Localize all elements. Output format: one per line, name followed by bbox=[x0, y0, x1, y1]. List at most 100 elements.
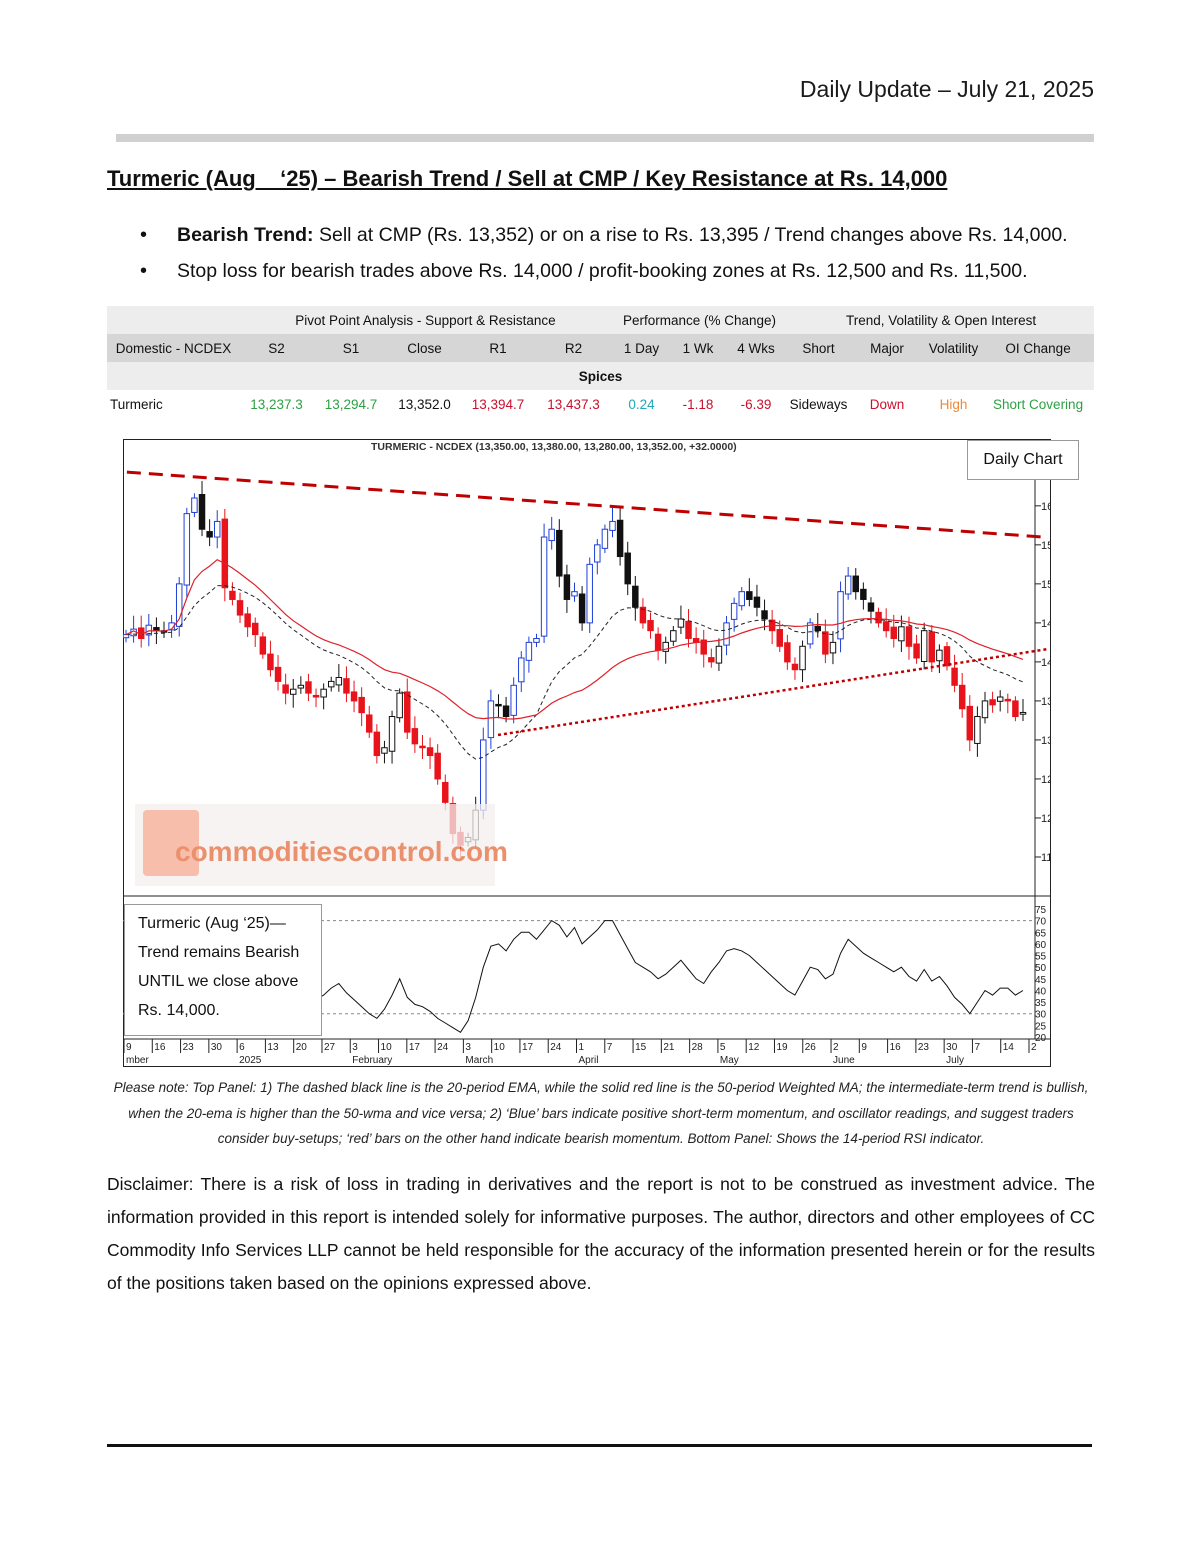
candle-body bbox=[844, 575, 852, 595]
price-tick-label: 12500 bbox=[1041, 774, 1051, 786]
candle-body bbox=[708, 657, 715, 663]
candle-body bbox=[723, 622, 730, 646]
candle-body bbox=[791, 663, 799, 671]
price-tick-label: 15000 bbox=[1041, 579, 1051, 591]
candle-body bbox=[320, 688, 327, 698]
cell-r2: 13,437.3 bbox=[536, 390, 611, 418]
candle-body bbox=[274, 666, 282, 682]
date-tick-label: 2 bbox=[1031, 1042, 1037, 1053]
candle-body bbox=[175, 583, 183, 627]
table-group-header: Pivot Point Analysis - Support & Resista… bbox=[107, 306, 1095, 334]
cell-close: 13,352.0 bbox=[389, 390, 460, 418]
footer-divider bbox=[107, 1444, 1092, 1447]
candle-body bbox=[563, 574, 571, 600]
candle-body bbox=[761, 610, 768, 620]
candle-body bbox=[746, 591, 753, 600]
month-label: February bbox=[352, 1055, 392, 1066]
cell-1day: 0.24 bbox=[611, 390, 672, 418]
date-tick-label: 20 bbox=[296, 1042, 308, 1053]
date-tick-label: 7 bbox=[974, 1042, 980, 1053]
candle-body bbox=[715, 645, 723, 664]
cell-1wk: -1.18 bbox=[672, 390, 724, 418]
date-tick-label: 17 bbox=[409, 1042, 421, 1053]
column-header: S1 bbox=[313, 334, 389, 362]
date-tick-label: 27 bbox=[324, 1042, 336, 1053]
candle-body bbox=[305, 681, 312, 694]
date-tick-label: 17 bbox=[522, 1042, 534, 1053]
date-tick-label: 9 bbox=[126, 1042, 132, 1053]
candle-body bbox=[867, 602, 875, 612]
candle-body bbox=[206, 531, 213, 538]
cell-volatility: High bbox=[925, 390, 983, 418]
trend-note-box: Turmeric (Aug ‘25)— Trend remains Bearis… bbox=[124, 904, 322, 1036]
price-tick-label: 14500 bbox=[1041, 618, 1051, 630]
watermark-logo: commoditiescontrol.com bbox=[135, 804, 508, 886]
candle-body bbox=[183, 513, 191, 586]
rsi-tick-label: 75 bbox=[1035, 905, 1047, 916]
price-tick-label: 16000 bbox=[1041, 501, 1051, 513]
candle-body bbox=[905, 626, 913, 647]
rsi-tick-label: 30 bbox=[1035, 1010, 1047, 1021]
candle-body bbox=[426, 747, 434, 757]
candle-body bbox=[996, 696, 1004, 702]
recommendation-item: Stop loss for bearish trades above Rs. 1… bbox=[140, 256, 1100, 292]
month-label: July bbox=[946, 1055, 964, 1066]
column-header: Volatility bbox=[925, 334, 983, 362]
date-tick-label: 10 bbox=[494, 1042, 506, 1053]
candle-body bbox=[936, 649, 943, 662]
candle-body bbox=[328, 680, 335, 688]
candle-body bbox=[814, 625, 821, 632]
candle-body bbox=[571, 591, 578, 597]
candle-body bbox=[974, 716, 981, 744]
rsi-tick-label: 45 bbox=[1035, 975, 1047, 986]
candle-body bbox=[495, 703, 502, 707]
group-pivot: Pivot Point Analysis - Support & Resista… bbox=[240, 306, 611, 334]
month-label: June bbox=[833, 1055, 855, 1066]
candle-body bbox=[259, 636, 267, 655]
disclaimer-text: Disclaimer: There is a risk of loss in t… bbox=[107, 1174, 1095, 1293]
candle-body bbox=[890, 626, 898, 639]
candle-body bbox=[350, 691, 358, 702]
resistance-trendline bbox=[123, 470, 1044, 539]
date-tick-label: 28 bbox=[692, 1042, 704, 1053]
column-header: OI Change bbox=[982, 334, 1095, 362]
date-tick-label: 10 bbox=[381, 1042, 393, 1053]
price-tick-label: 15500 bbox=[1041, 540, 1051, 552]
candle-body bbox=[882, 621, 890, 632]
date-tick-label: 23 bbox=[918, 1042, 930, 1053]
date-tick-label: 3 bbox=[465, 1042, 471, 1053]
candle-body bbox=[198, 494, 206, 530]
candle-body bbox=[776, 629, 783, 647]
recommendation-item: Bearish Trend: Sell at CMP (Rs. 13,352) … bbox=[140, 220, 1100, 256]
candle-body bbox=[411, 728, 419, 745]
scale-icon bbox=[143, 810, 199, 876]
price-tick-label: 12000 bbox=[1041, 813, 1051, 825]
candle-body bbox=[366, 714, 373, 733]
candle-body bbox=[662, 641, 669, 652]
candle-body bbox=[806, 622, 814, 645]
date-tick-label: 1 bbox=[579, 1042, 585, 1053]
column-header: Short bbox=[788, 334, 850, 362]
month-label: 2025 bbox=[239, 1055, 262, 1066]
candle-body bbox=[442, 781, 449, 803]
candle-body bbox=[632, 585, 639, 608]
column-header: R1 bbox=[460, 334, 536, 362]
candle-body bbox=[677, 618, 685, 628]
candle-body bbox=[609, 520, 616, 531]
candle-body bbox=[829, 641, 837, 654]
rsi-tick-label: 40 bbox=[1035, 986, 1047, 997]
cell-major-trend: Down bbox=[849, 390, 926, 418]
candle-body bbox=[388, 716, 396, 752]
chart-header-text: TURMERIC - NCDEX (13,350.00, 13,380.00, … bbox=[371, 441, 737, 453]
date-tick-label: 12 bbox=[748, 1042, 760, 1053]
candle-body bbox=[123, 634, 130, 639]
candle-body bbox=[229, 590, 236, 600]
cell-r1: 13,394.7 bbox=[460, 390, 536, 418]
rsi-tick-label: 35 bbox=[1035, 998, 1047, 1009]
price-tick-label: 14000 bbox=[1041, 657, 1051, 669]
candle-body bbox=[510, 684, 517, 716]
candle-body bbox=[616, 519, 624, 558]
candle-body bbox=[290, 688, 297, 695]
rsi-tick-label: 55 bbox=[1035, 952, 1047, 963]
candle-body bbox=[419, 745, 426, 749]
